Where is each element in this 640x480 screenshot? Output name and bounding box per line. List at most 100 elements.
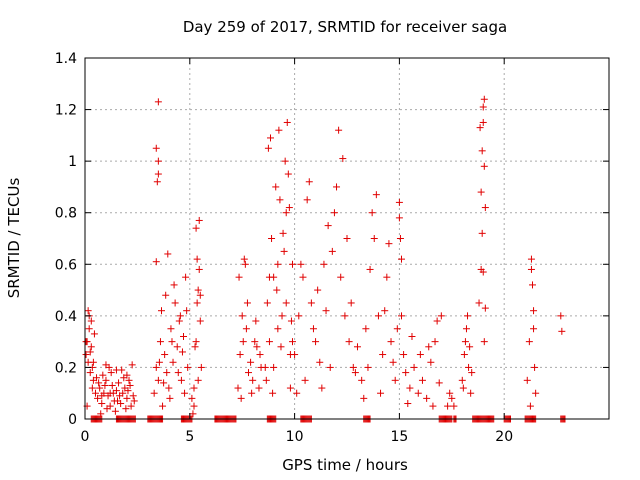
data-point	[264, 144, 272, 152]
data-point	[169, 358, 177, 366]
data-point	[433, 317, 441, 325]
x-tick-label: 20	[495, 429, 513, 445]
y-tick-label: 1	[68, 154, 77, 170]
data-point	[266, 134, 274, 142]
data-point	[128, 361, 136, 369]
data-point	[314, 286, 322, 294]
data-point	[196, 317, 204, 325]
x-tick-label: 5	[185, 429, 194, 445]
data-point	[530, 307, 538, 315]
data-point	[196, 291, 204, 299]
data-point	[123, 371, 131, 379]
data-point	[370, 235, 378, 242]
data-point	[191, 343, 199, 351]
data-point	[253, 343, 261, 351]
data-point	[284, 170, 292, 178]
data-point	[364, 363, 372, 371]
data-point	[423, 394, 431, 402]
data-point	[243, 299, 251, 307]
data-point	[178, 348, 186, 356]
data-point	[87, 317, 95, 325]
data-point	[192, 338, 200, 346]
data-point	[127, 402, 135, 410]
data-point	[273, 286, 281, 294]
data-point	[265, 273, 273, 281]
data-point	[281, 157, 289, 165]
data-point	[446, 389, 454, 397]
data-point	[468, 369, 476, 377]
data-point	[251, 338, 259, 346]
data-point	[351, 369, 359, 377]
data-point	[276, 196, 284, 204]
data-point	[406, 384, 414, 392]
data-point	[159, 402, 167, 410]
data-point	[362, 325, 370, 333]
y-tick-label: 0.4	[55, 309, 77, 325]
data-point	[385, 240, 393, 248]
data-point	[418, 376, 426, 384]
data-point	[427, 358, 435, 366]
data-point	[322, 307, 330, 315]
data-point	[154, 157, 162, 165]
data-point	[195, 265, 203, 273]
data-point	[241, 260, 249, 268]
data-point	[265, 338, 273, 346]
data-point	[181, 389, 189, 397]
data-point	[160, 379, 168, 387]
data-point	[429, 402, 437, 410]
data-point	[152, 144, 160, 152]
data-point	[195, 216, 203, 224]
data-point	[262, 376, 270, 384]
data-point	[476, 124, 484, 132]
data-point	[558, 327, 566, 335]
data-point	[297, 260, 305, 268]
data-point	[345, 338, 353, 346]
data-point	[236, 351, 244, 359]
data-point	[272, 183, 280, 191]
data-point	[462, 325, 470, 333]
data-point	[107, 369, 115, 377]
data-point	[235, 273, 243, 281]
data-point	[305, 178, 313, 186]
data-point	[193, 255, 201, 263]
data-point	[460, 351, 468, 359]
x-tick-label: 15	[390, 429, 408, 445]
data-point	[525, 338, 533, 346]
y-tick-label: 1.4	[55, 51, 77, 67]
data-point	[293, 389, 301, 397]
data-point	[86, 369, 94, 377]
data-point	[98, 392, 106, 400]
data-point	[328, 247, 336, 255]
data-point	[113, 397, 121, 405]
data-point	[479, 103, 487, 111]
data-point	[87, 343, 95, 351]
data-point	[94, 394, 102, 402]
data-point	[466, 343, 474, 351]
data-point	[268, 235, 276, 242]
data-point	[437, 312, 445, 320]
data-point	[337, 273, 345, 281]
data-point	[527, 265, 535, 273]
x-tick-label: 10	[286, 429, 304, 445]
data-point	[122, 405, 130, 413]
data-point	[396, 235, 404, 242]
data-point	[383, 273, 391, 281]
data-point	[154, 170, 162, 178]
data-point	[400, 351, 408, 359]
data-point	[368, 209, 376, 217]
data-point	[152, 258, 160, 266]
data-point	[84, 358, 92, 366]
data-point	[410, 363, 418, 371]
data-point	[256, 351, 264, 359]
data-point	[391, 376, 399, 384]
data-point	[165, 384, 173, 392]
data-point	[244, 369, 252, 377]
data-point	[152, 363, 160, 371]
data-point	[275, 126, 283, 134]
data-point	[444, 402, 452, 410]
data-point	[249, 376, 257, 384]
data-point	[335, 126, 343, 134]
data-point	[330, 209, 338, 217]
data-point	[339, 155, 347, 163]
